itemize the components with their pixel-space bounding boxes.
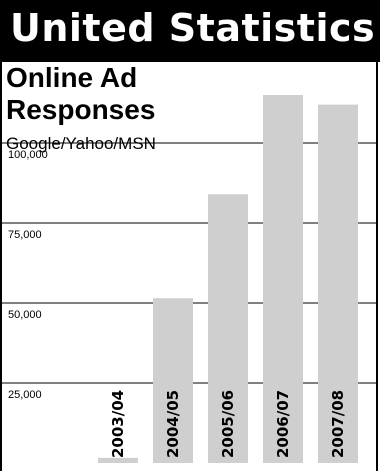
- header-bar: United Statistics: [0, 0, 380, 62]
- chart-title: Online Ad Responses: [6, 62, 156, 125]
- category-label: 2007/08: [329, 390, 347, 458]
- bar-2005/06: [208, 194, 248, 463]
- header-title: United Statistics: [10, 6, 376, 50]
- bar-2007/08: [318, 104, 358, 463]
- bar-2003/04: [98, 457, 138, 463]
- category-label: 2005/06: [219, 390, 237, 458]
- y-tick-label: 75,000: [8, 229, 42, 241]
- y-tick-label: 50,000: [8, 309, 42, 321]
- category-label: 2003/04: [109, 390, 127, 458]
- category-label: 2004/05: [164, 390, 182, 458]
- category-label: 2006/07: [274, 390, 292, 458]
- bar-2004/05: [153, 298, 193, 463]
- y-tick-label: 25,000: [8, 389, 42, 401]
- bar-2006/07: [263, 95, 303, 463]
- y-tick-label: 100,000: [8, 149, 48, 161]
